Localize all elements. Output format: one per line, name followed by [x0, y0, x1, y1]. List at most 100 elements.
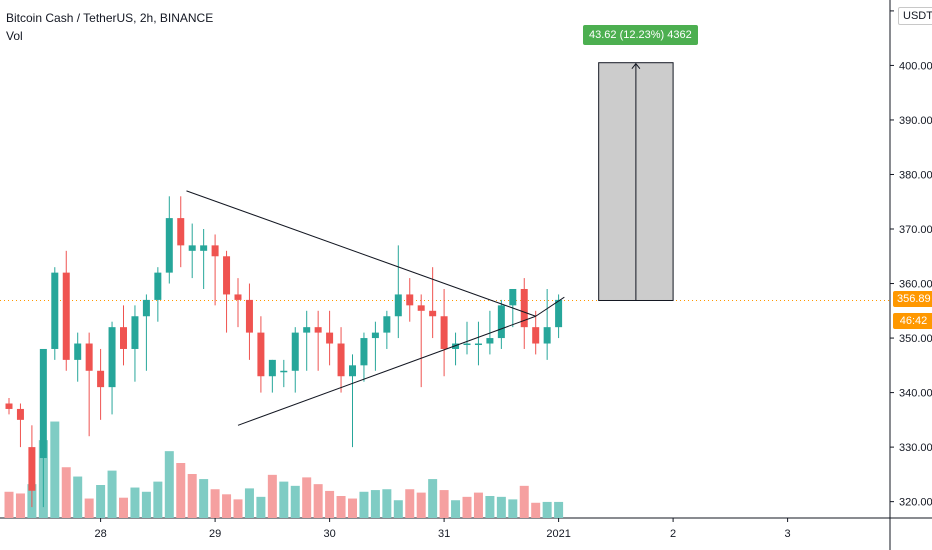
- x-tick-label: 2: [670, 528, 676, 540]
- measure-label: 43.62 (12.23%) 4362: [583, 25, 698, 45]
- y-tick-label: 380.00: [899, 169, 932, 181]
- symbol-title: Bitcoin Cash / TetherUS, 2h, BINANCE: [6, 11, 214, 25]
- volume-bar: [302, 477, 312, 518]
- volume-label: Vol: [6, 29, 23, 43]
- volume-bar: [50, 421, 60, 518]
- candle-body: [211, 245, 219, 257]
- volume-bar: [370, 490, 380, 518]
- candle-body: [543, 327, 551, 344]
- volume-bar: [336, 496, 346, 518]
- volume-bar: [256, 496, 266, 518]
- candle-body: [463, 343, 471, 346]
- volume-bar: [451, 500, 461, 518]
- volume-bar: [61, 467, 71, 518]
- candle-body: [51, 272, 59, 349]
- candle-body: [486, 338, 494, 344]
- candle-body: [97, 370, 105, 388]
- last-price-label: 356.89: [893, 291, 932, 307]
- volume-bar: [141, 491, 151, 518]
- candle-body: [200, 245, 208, 251]
- x-tick-label: 2021: [546, 528, 570, 540]
- volume-bar: [153, 481, 163, 518]
- candle-body: [452, 343, 460, 349]
- y-tick-label: 370.00: [899, 224, 932, 236]
- volume-bar: [485, 496, 495, 518]
- volume-bar: [130, 487, 140, 518]
- candle-body: [406, 294, 414, 306]
- volume-bar: [84, 498, 94, 518]
- volume-bar: [279, 481, 289, 518]
- volume-bar: [393, 500, 403, 518]
- candle-body: [120, 327, 127, 349]
- candle-body: [497, 305, 505, 339]
- x-tick-label: 3: [785, 528, 791, 540]
- volume-bar: [462, 496, 472, 518]
- y-tick-label: 320.00: [899, 497, 932, 509]
- candle-body: [555, 299, 563, 328]
- candle-body: [5, 403, 13, 409]
- y-tick-label: 350.00: [899, 333, 932, 345]
- volume-bar: [199, 479, 209, 518]
- volume-bar: [164, 451, 174, 518]
- volume-bar: [176, 463, 186, 518]
- volume-bar: [15, 493, 25, 518]
- volume-bar: [439, 490, 449, 518]
- candle-body: [223, 256, 231, 295]
- candle-body: [16, 408, 24, 420]
- candle-body: [108, 327, 116, 388]
- triangle-lower-line: [237, 315, 536, 426]
- volume-bar: [519, 485, 529, 518]
- currency-badge[interactable]: USDT: [898, 7, 932, 25]
- y-tick-label: 390.00: [899, 115, 932, 127]
- triangle-upper-line: [186, 190, 536, 317]
- volume-bar: [222, 494, 232, 518]
- candle-body: [509, 288, 517, 306]
- measure-arrowhead: [631, 62, 641, 70]
- x-tick-label: 29: [209, 528, 221, 540]
- volume-bar: [542, 501, 552, 518]
- y-tick-label: 400.00: [899, 60, 932, 72]
- candle-body: [280, 370, 288, 373]
- volume-bar: [233, 499, 243, 518]
- candle-body: [245, 299, 253, 333]
- volume-bar: [290, 485, 300, 518]
- y-tick-label: 360.00: [899, 279, 932, 291]
- candle-body: [142, 299, 150, 317]
- volume-bar: [496, 496, 506, 518]
- volume-bar: [210, 489, 220, 518]
- candle-body: [85, 343, 93, 371]
- volume-bar: [267, 474, 277, 518]
- volume-bar: [531, 502, 541, 518]
- candle-body: [268, 359, 276, 377]
- candle-body: [383, 316, 391, 333]
- volume-bar: [187, 474, 197, 518]
- candle-body: [429, 310, 437, 317]
- volume-bar: [96, 485, 106, 518]
- candle-body: [257, 332, 265, 377]
- candle-body: [360, 338, 368, 366]
- candle-body: [28, 447, 36, 491]
- countdown-label: 46:42: [893, 313, 932, 329]
- candle-body: [349, 365, 356, 377]
- volume-bar: [405, 489, 415, 518]
- candle-body: [326, 332, 334, 344]
- x-tick-label: 31: [438, 528, 450, 540]
- candle-body: [303, 327, 311, 333]
- candle-body: [131, 316, 139, 349]
- volume-bar: [554, 501, 564, 518]
- volume-bar: [473, 492, 483, 518]
- x-tick-label: 30: [323, 528, 335, 540]
- y-tick-label: 330.00: [899, 442, 932, 454]
- volume-bar: [119, 497, 128, 518]
- volume-bar: [107, 470, 117, 518]
- candle-body: [440, 316, 448, 349]
- volume-bar: [508, 499, 518, 518]
- candle-body: [62, 272, 70, 360]
- candle-body: [74, 343, 82, 360]
- triangle-extension-line: [535, 296, 565, 317]
- volume-bar: [416, 492, 426, 518]
- candle-body: [520, 288, 528, 328]
- volume-bar: [73, 476, 83, 518]
- candle-body: [314, 327, 322, 333]
